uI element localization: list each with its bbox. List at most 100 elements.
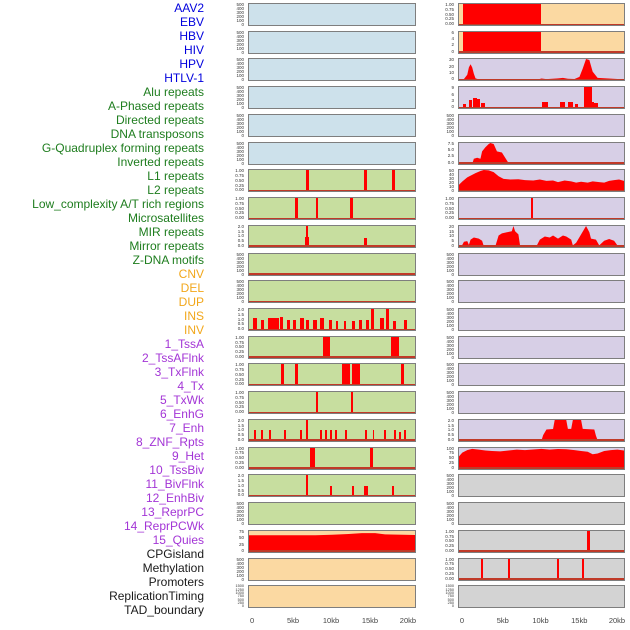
y-tick-value: 500 [447, 597, 454, 602]
y-tick-value: 300 [446, 287, 454, 293]
signal-bar [584, 87, 592, 109]
y-tick-value: 0.50 [235, 177, 244, 183]
y-tick-value: 0.5 [237, 432, 244, 438]
zero-baseline [459, 106, 624, 109]
track-label-promoters: Promoters [148, 575, 204, 589]
y-axis-ticks-12-enhbiv: 500 400 300 200 100 0 [418, 363, 456, 388]
y-tick-value: 100 [236, 101, 244, 107]
y-tick-value: 0 [451, 132, 454, 138]
y-tick-value: 0.00 [445, 215, 454, 221]
y-tick-value: 0 [451, 464, 454, 470]
track-panel-cnv [248, 529, 416, 553]
y-tick-value: 0.00 [235, 464, 244, 470]
y-tick-value: 40 [448, 172, 454, 178]
y-tick-value: 0 [451, 242, 454, 248]
y-tick-value: 0.75 [235, 394, 244, 400]
y-tick-value: 1250 [445, 587, 454, 592]
y-tick-value: 0.25 [235, 349, 244, 354]
track-panel-inv [458, 30, 625, 54]
signal-area-cnv [249, 532, 415, 552]
zero-baseline [249, 189, 415, 192]
zero-baseline [459, 23, 624, 25]
track-label-tad-boundary: TAD_boundary [124, 603, 204, 617]
y-tick-value: 100 [236, 73, 244, 79]
y-axis-ticks-aav2: 500 400 300 200 100 0 [208, 2, 246, 27]
y-axis-ticks-14-reprpcwk: 2.0 1.5 1.0 0.5 0.0 [418, 418, 456, 442]
y-tick-value: 500 [446, 251, 454, 257]
signal-bar [315, 198, 319, 220]
signal-bar [329, 319, 332, 331]
y-tick-value: 200 [236, 41, 244, 47]
y-tick-value: 1.0 [237, 482, 244, 488]
track-panel-promoters [458, 529, 625, 553]
track-label-inverted-repeats: Inverted repeats [117, 155, 204, 169]
y-tick-value: 1000 [235, 590, 244, 595]
y-tick-value: 300 [236, 287, 244, 293]
y-tick-value: 300 [446, 315, 454, 321]
zero-baseline [459, 162, 624, 164]
y-tick-value: 0.75 [445, 200, 454, 206]
y-tick-value: 100 [446, 489, 454, 495]
y-tick-value: 0.75 [445, 533, 454, 539]
y-tick-value: 0.75 [235, 367, 244, 373]
signal-bar [477, 98, 481, 109]
zero-baseline [459, 217, 624, 220]
y-axis-ticks-microsatellites: 2.0 1.5 1.0 0.5 0.0 [208, 418, 246, 442]
signal-bar [260, 319, 265, 331]
track-panel-dup [248, 585, 416, 609]
y-tick-value: 300 [446, 398, 454, 404]
y-tick-value: 0.25 [235, 182, 244, 188]
y-tick-value: 100 [236, 572, 244, 578]
y-tick-value: 0.25 [235, 404, 244, 410]
y-tick-value: 300 [236, 65, 244, 71]
track-label-3-txflnk: 3_TxFlnk [154, 365, 204, 379]
signal-bar [594, 102, 598, 109]
y-tick-value: 25 [448, 459, 454, 465]
track-label-aav2: AAV2 [174, 1, 204, 15]
y-tick-value: 750 [237, 594, 244, 599]
track-label-6-enhg: 6_EnhG [159, 407, 204, 421]
y-tick-value: 9 [451, 85, 454, 91]
y-tick-value: 0.00 [445, 547, 454, 553]
y-tick-value: 500 [236, 140, 244, 146]
x-tick-label-5kb: 5kb [496, 616, 509, 626]
y-tick-value: 300 [236, 259, 244, 265]
y-tick-value: 1.5 [237, 311, 244, 317]
signal-bar [267, 318, 279, 331]
y-axis-ticks-9-het: 500 400 300 200 100 0 [418, 280, 456, 305]
track-panel-methylation [458, 502, 625, 526]
y-tick-value: 400 [446, 116, 454, 122]
track-label-13-reprpc: 13_ReprPC [141, 505, 204, 519]
y-tick-value: 400 [446, 505, 454, 511]
y-tick-value: 300 [236, 509, 244, 515]
zero-baseline [249, 217, 415, 220]
y-tick-value: 0.75 [235, 450, 244, 456]
signal-bar [364, 238, 368, 247]
y-axis-ticks-mir-repeats: 1.00 0.75 0.50 0.25 0.00 [208, 446, 246, 470]
y-tick-value: 5 [451, 238, 454, 244]
y-axis-ticks-7-enh: 20 15 10 5 0 [418, 224, 456, 248]
track-panel-hbv [248, 58, 416, 82]
y-tick-value: 0 [241, 576, 244, 582]
track-label-7-enh: 7_Enh [169, 421, 204, 435]
zero-baseline [249, 273, 415, 275]
track-panel-15-quies [458, 446, 625, 470]
signal-bar [463, 104, 467, 109]
y-tick-value: 75 [448, 450, 454, 456]
signal-bar [468, 99, 473, 109]
y-tick-value: 400 [446, 338, 454, 344]
y-tick-value: 0 [241, 299, 244, 305]
track-label-hiv: HIV [183, 43, 204, 57]
y-axis-ticks-dna-transposons: 500 400 300 200 100 0 [208, 252, 246, 277]
y-tick-value: 100 [236, 156, 244, 162]
y-tick-value: 1.00 [235, 362, 244, 368]
y-tick-value: 1.0 [237, 316, 244, 322]
signal-area-15-quies [459, 448, 624, 469]
track-panel-aav2 [248, 3, 416, 26]
y-tick-value: 200 [446, 402, 454, 408]
signal-bar [508, 558, 511, 580]
y-tick-value: 1.5 [237, 422, 244, 428]
zero-baseline [249, 356, 415, 358]
y-tick-value: 10 [448, 70, 454, 76]
y-tick-value: 0.5 [237, 238, 244, 244]
